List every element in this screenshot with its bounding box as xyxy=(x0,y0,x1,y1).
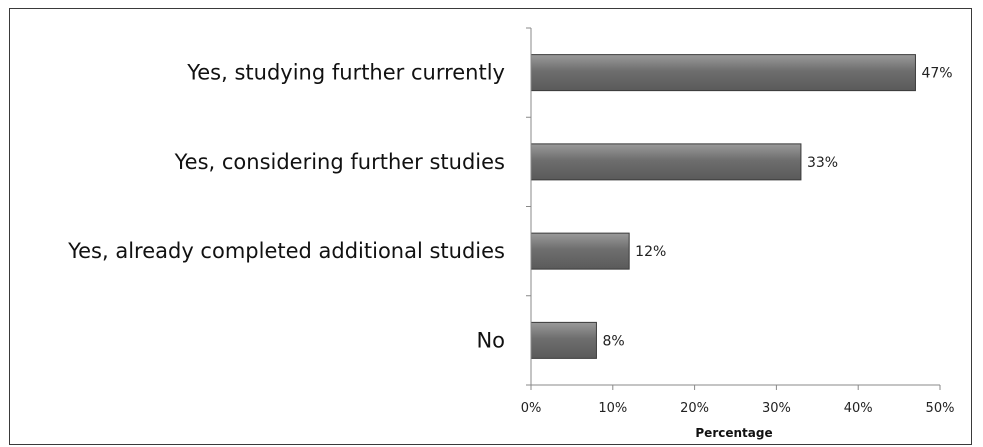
category-label-2: Yes, already completed additional studie… xyxy=(67,239,505,263)
category-label-1: Yes, considering further studies xyxy=(174,150,505,174)
x-tick-label-0: 0% xyxy=(521,401,542,416)
bar-3 xyxy=(530,321,597,359)
bar-0 xyxy=(530,54,916,92)
value-label-0: 47% xyxy=(921,66,952,82)
category-label-3: No xyxy=(476,328,505,352)
x-tick-label-5: 50% xyxy=(926,401,955,416)
bar-2 xyxy=(530,232,630,270)
value-label-2: 12% xyxy=(635,244,666,260)
x-tick-label-2: 20% xyxy=(680,401,709,416)
value-label-1: 33% xyxy=(807,155,838,171)
x-axis-title: Percentage xyxy=(695,426,772,440)
x-tick-label-4: 40% xyxy=(844,401,873,416)
category-label-0: Yes, studying further currently xyxy=(186,61,505,85)
x-tick-label-3: 30% xyxy=(762,401,791,416)
bar-1 xyxy=(530,143,802,181)
value-label-3: 8% xyxy=(602,333,624,349)
x-tick-label-1: 10% xyxy=(598,401,627,416)
